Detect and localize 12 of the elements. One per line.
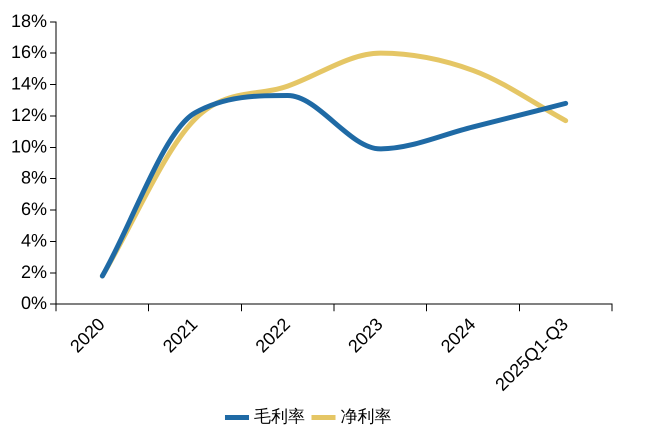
y-tick-label: 4% bbox=[21, 230, 48, 250]
y-tick-label: 16% bbox=[10, 42, 48, 62]
y-tick-label: 0% bbox=[21, 293, 48, 314]
y-tick-label: 18% bbox=[10, 10, 48, 31]
y-tick-label: 10% bbox=[10, 136, 48, 156]
y-tick-label: 14% bbox=[10, 74, 48, 94]
y-tick-label: 8% bbox=[21, 168, 48, 188]
legend-label: 净利率 bbox=[340, 406, 392, 427]
y-tick-label: 2% bbox=[21, 262, 48, 282]
legend-label: 毛利率 bbox=[254, 406, 305, 427]
y-tick-label: 12% bbox=[10, 104, 48, 125]
y-tick-label: 6% bbox=[21, 199, 48, 220]
